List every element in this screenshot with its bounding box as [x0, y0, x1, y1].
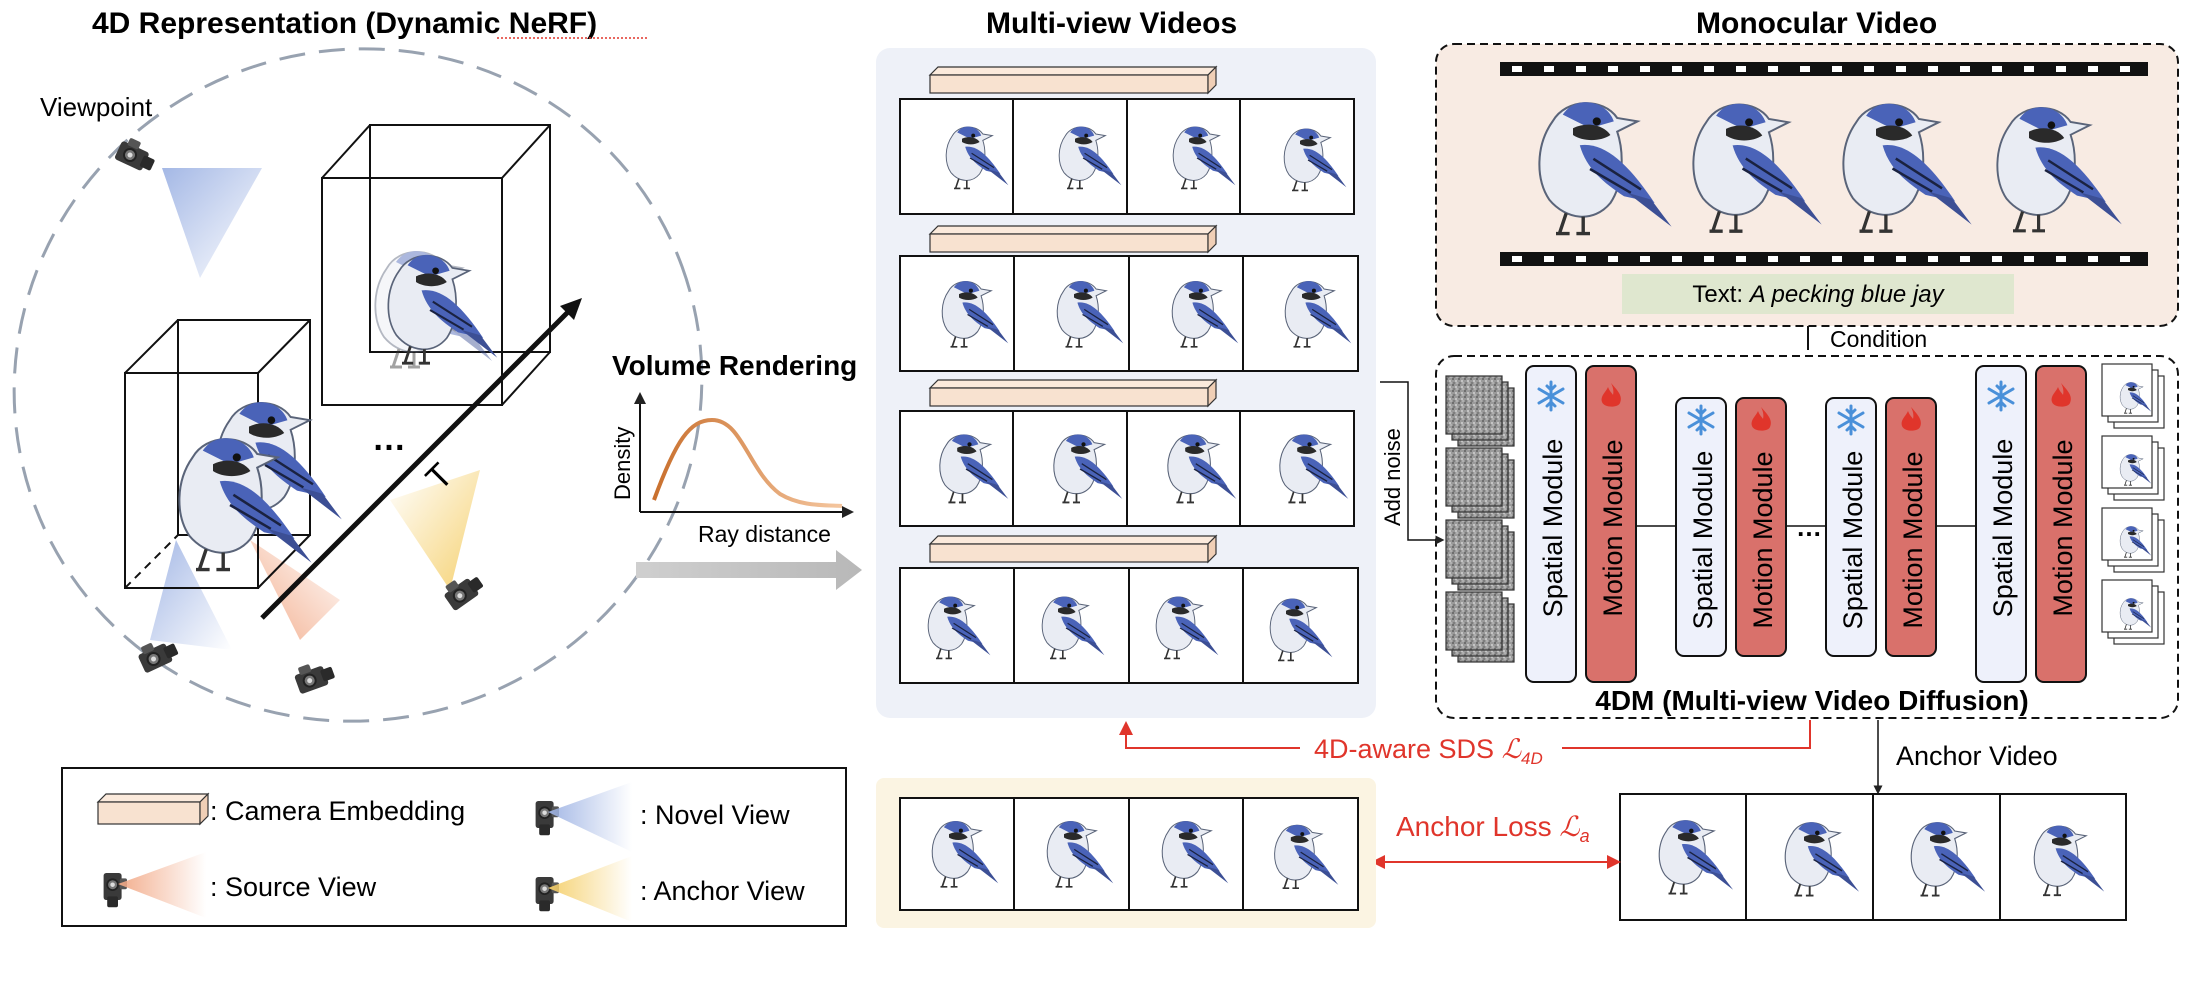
spatial-module [1825, 397, 1877, 657]
ray-distance-label: Ray distance [698, 521, 831, 547]
legend-camera-embedding: : Camera Embedding [210, 796, 465, 826]
add-noise-arrow [1380, 381, 1445, 545]
left-title: 4D Representation (Dynamic NeRF) [92, 7, 597, 40]
text-prompt-box [1622, 274, 2014, 314]
spatial-module-label: Spatial Module [1688, 451, 1718, 630]
viewpoint-label: Viewpoint [40, 92, 153, 122]
camera-embedding-bar [929, 66, 1217, 94]
condition-label: Condition [1830, 326, 1927, 352]
spatial-module [1675, 397, 1727, 657]
motion-module [1735, 397, 1787, 657]
motion-module [2035, 365, 2087, 683]
noisy-input-stack [1445, 375, 1515, 663]
legend-anchor-cone [548, 856, 632, 922]
motion-module [1585, 365, 1637, 683]
legend-anchor-view: : Anchor View [640, 876, 805, 906]
legend-source-view: : Source View [210, 872, 377, 902]
rendering-arrow [636, 550, 862, 590]
anchor-view-cone [390, 470, 480, 590]
text-prompt: Text: A pecking blue jay [1692, 281, 1945, 308]
density-curve [652, 417, 843, 508]
multiview-row-2 [899, 225, 1359, 372]
motion-module [1885, 397, 1937, 657]
novel-view-cone-2 [150, 540, 232, 650]
motion-module-label: Motion Module [1898, 451, 1928, 628]
camera-embedding-bar [929, 225, 1217, 253]
sds-label-bg [1300, 732, 1562, 766]
module-ellipsis: … [1796, 512, 1822, 542]
sds-loss-label: 4D-aware SDS ℒ4D [1314, 734, 1543, 768]
spatial-module [1525, 365, 1577, 683]
multiview-row-1 [899, 66, 1355, 215]
camera-icon [113, 134, 161, 176]
rendered-anchor-frames [899, 797, 1359, 911]
time-axis [260, 303, 577, 620]
camera-embedding-bar [929, 535, 1217, 563]
film-strip [1500, 62, 2148, 266]
motion-module-label: Motion Module [1598, 439, 1628, 616]
spatial-module-label: Spatial Module [1838, 451, 1868, 630]
camera-icon [291, 656, 338, 696]
time-axis-arrowhead [560, 298, 582, 320]
legend-source-cone [118, 852, 206, 918]
motion-module-label: Motion Module [1748, 451, 1778, 628]
multiview-row-4 [899, 535, 1359, 684]
spatial-module-label: Spatial Module [1538, 439, 1568, 618]
orbit-ellipse [12, 47, 704, 723]
anchor-video-label: Anchor Video [1896, 741, 2058, 771]
legend-novel-view: : Novel View [640, 800, 790, 830]
cube-ellipsis: … [372, 420, 406, 458]
multiview-row-3 [899, 379, 1355, 527]
anchor-loss-label: Anchor Loss ℒa [1396, 810, 1590, 846]
legend-novel-cone [548, 782, 632, 852]
camera-embedding-bar [929, 379, 1217, 407]
legend-embedding-swatch [96, 792, 210, 826]
volume-rendering-title: Volume Rendering [612, 350, 857, 381]
multiview-title: Multi-view Videos [986, 7, 1237, 40]
spatial-module-label: Spatial Module [1988, 439, 2018, 618]
diffusion-caption: 4DM (Multi-view Video Diffusion) [1595, 685, 2028, 716]
source-view-cone [250, 540, 340, 640]
spatial-module [1975, 365, 2027, 683]
density-label: Density [610, 427, 635, 500]
monocular-title: Monocular Video [1696, 7, 1937, 40]
add-noise-label: Add noise [1380, 428, 1405, 526]
novel-view-cone [162, 168, 262, 278]
anchor-video-frames [1619, 793, 2127, 921]
motion-module-label: Motion Module [2048, 439, 2078, 616]
